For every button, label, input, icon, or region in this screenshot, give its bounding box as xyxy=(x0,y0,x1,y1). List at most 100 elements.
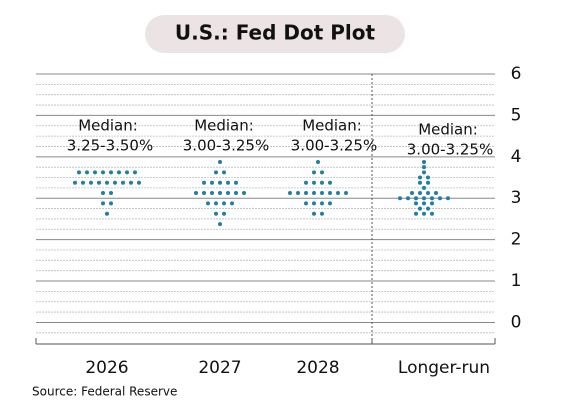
dot xyxy=(398,196,402,201)
dot xyxy=(344,191,348,196)
dot xyxy=(214,170,218,175)
dot xyxy=(218,222,222,227)
dot xyxy=(210,180,214,185)
median-label: Median: xyxy=(194,117,254,135)
dot xyxy=(418,175,422,180)
dot xyxy=(113,180,117,185)
dot xyxy=(312,211,316,216)
dot xyxy=(426,180,430,185)
dot xyxy=(414,196,418,201)
dot xyxy=(438,196,442,201)
dot xyxy=(218,180,222,185)
dot xyxy=(202,191,206,196)
dot xyxy=(418,191,422,196)
dot xyxy=(320,180,324,185)
dot xyxy=(81,180,85,185)
dot xyxy=(218,191,222,196)
dot xyxy=(426,206,430,211)
dot xyxy=(97,180,101,185)
dot xyxy=(218,159,222,164)
dot xyxy=(202,180,206,185)
median-value: 3.25-3.50% xyxy=(67,137,153,155)
dot xyxy=(336,191,340,196)
dot xyxy=(226,180,230,185)
chart-title: U.S.: Fed Dot Plot xyxy=(175,21,376,45)
dot xyxy=(446,196,450,201)
dot xyxy=(406,196,410,201)
dot xyxy=(320,170,324,175)
dot xyxy=(222,211,226,216)
dot xyxy=(304,191,308,196)
dot xyxy=(422,211,426,216)
dot xyxy=(418,180,422,185)
dot xyxy=(328,180,332,185)
dot xyxy=(109,170,113,175)
dot xyxy=(414,211,418,216)
dot xyxy=(312,191,316,196)
dot xyxy=(77,170,81,175)
source: Source: Federal Reserve xyxy=(32,385,177,399)
median-label: Median: xyxy=(78,117,138,135)
dot xyxy=(320,211,324,216)
title-pill xyxy=(145,15,405,53)
dot xyxy=(422,165,426,170)
x-tick-label: 2027 xyxy=(198,358,241,378)
dot xyxy=(101,170,105,175)
dot xyxy=(430,201,434,206)
dot xyxy=(105,180,109,185)
dot xyxy=(304,180,308,185)
dot xyxy=(426,175,430,180)
dot xyxy=(242,191,246,196)
dot xyxy=(85,170,89,175)
dot xyxy=(121,180,125,185)
dot xyxy=(194,191,198,196)
dot xyxy=(434,191,438,196)
median-value: 3.00-3.25% xyxy=(407,141,493,159)
dot xyxy=(214,201,218,206)
y-tick-label: 2 xyxy=(511,230,522,250)
dot xyxy=(422,185,426,190)
y-tick-label: 4 xyxy=(511,147,522,167)
dot xyxy=(117,170,121,175)
dot xyxy=(414,201,418,206)
dot xyxy=(410,191,414,196)
y-tick-label: 3 xyxy=(511,188,522,208)
median-label: Median: xyxy=(418,121,478,139)
dot xyxy=(89,180,93,185)
dot xyxy=(296,191,300,196)
x-tick-label: 2028 xyxy=(296,358,339,378)
dot xyxy=(422,159,426,164)
dot xyxy=(101,201,105,206)
dot xyxy=(422,196,426,201)
y-tick-label: 6 xyxy=(511,64,522,84)
dot xyxy=(214,211,218,216)
dot xyxy=(430,211,434,216)
dot xyxy=(288,191,292,196)
dot xyxy=(222,170,226,175)
y-tick-label: 1 xyxy=(511,271,522,291)
dot xyxy=(109,191,113,196)
dot xyxy=(125,170,129,175)
dot xyxy=(210,191,214,196)
dot xyxy=(430,196,434,201)
dot xyxy=(312,170,316,175)
dot xyxy=(105,211,109,216)
dot xyxy=(129,180,133,185)
dot xyxy=(137,180,141,185)
x-tick-label: Longer-run xyxy=(398,358,490,378)
dot xyxy=(422,201,426,206)
dot xyxy=(328,191,332,196)
dot xyxy=(328,201,332,206)
dot xyxy=(73,180,77,185)
dot xyxy=(234,191,238,196)
dot xyxy=(304,201,308,206)
dot xyxy=(426,191,430,196)
dot xyxy=(109,201,113,206)
dot xyxy=(93,170,97,175)
dot xyxy=(312,180,316,185)
dot xyxy=(312,201,316,206)
dot xyxy=(316,159,320,164)
x-tick-label: 2026 xyxy=(85,358,128,378)
median-value: 3.00-3.25% xyxy=(183,137,269,155)
